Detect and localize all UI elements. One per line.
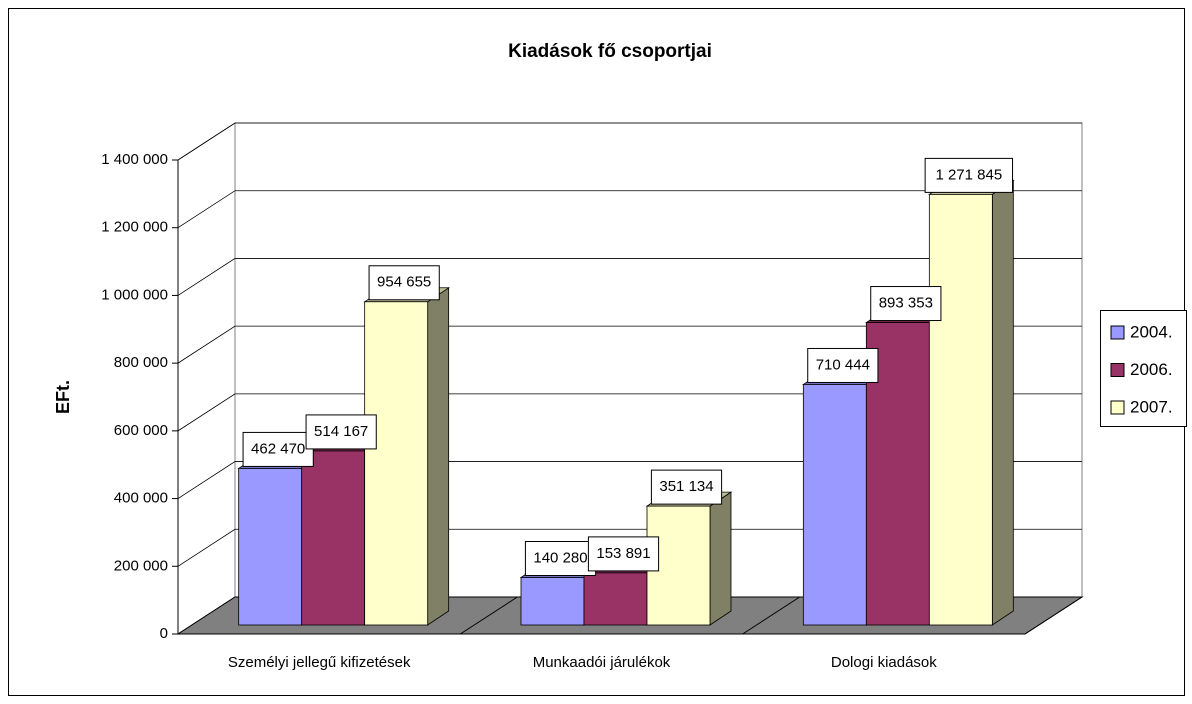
y-tick-label: 1 000 000 — [101, 286, 168, 303]
data-label: 710 444 — [816, 356, 870, 373]
data-label: 351 134 — [659, 478, 713, 495]
bar — [802, 384, 867, 626]
data-label-box — [807, 347, 879, 383]
grid-line — [177, 122, 1082, 161]
data-label-box — [650, 469, 723, 505]
bar — [928, 193, 993, 626]
data-label: 514 167 — [314, 423, 368, 440]
data-label-box — [587, 536, 660, 572]
x-tick-label: Dologi kiadások — [831, 654, 937, 671]
grid-line — [177, 258, 1082, 296]
bar — [583, 572, 648, 626]
y-tick-label: 1 400 000 — [101, 151, 168, 168]
data-label: 1 271 845 — [935, 166, 1002, 183]
grid-line — [177, 461, 1082, 499]
x-tick — [460, 596, 518, 635]
data-label-box — [924, 157, 1014, 193]
data-label-box — [524, 541, 597, 577]
bar — [301, 450, 366, 626]
x-tick-label: Személyi jellegű kifizetések — [228, 654, 411, 671]
y-tick-label: 200 000 — [114, 557, 168, 574]
legend-label: 2007. — [1130, 397, 1173, 416]
y-tick-label: 800 000 — [114, 354, 168, 371]
bar-side — [991, 179, 1014, 626]
bar — [238, 468, 303, 626]
x-tick-label: Munkaadói járulékok — [533, 654, 671, 671]
y-tick-label: 600 000 — [114, 422, 168, 439]
data-label-box — [242, 431, 314, 467]
chart-title: Kiadások fő csoportjai — [508, 41, 712, 62]
y-axis-label: EFt. — [53, 380, 73, 414]
legend-label: 2006. — [1130, 360, 1173, 379]
data-label-box — [305, 414, 377, 450]
legend-swatch — [1110, 363, 1125, 377]
legend-swatch — [1110, 325, 1125, 340]
data-label-box — [368, 265, 440, 301]
y-tick-label: 400 000 — [114, 490, 168, 507]
grid-line — [177, 325, 1082, 364]
data-label-box — [870, 286, 942, 322]
grid-line — [177, 190, 1082, 229]
data-label: 153 891 — [596, 545, 650, 562]
grid-line — [177, 528, 1082, 567]
y-tick-label: 1 200 000 — [101, 219, 168, 236]
data-label: 462 470 — [251, 440, 305, 457]
y-tick-label: 0 — [160, 625, 168, 642]
data-label: 954 655 — [377, 274, 431, 291]
bar-side — [427, 287, 450, 626]
x-tick — [742, 596, 800, 635]
data-label: 893 353 — [879, 295, 933, 312]
x-tick — [1024, 596, 1083, 635]
data-label: 140 280 — [533, 549, 587, 566]
legend-label: 2004. — [1130, 322, 1173, 341]
left-wall — [177, 122, 236, 635]
bar — [364, 301, 429, 626]
legend-swatch — [1110, 400, 1125, 415]
grid-line — [177, 393, 1082, 432]
bar-side — [709, 491, 732, 626]
bar — [520, 577, 585, 626]
